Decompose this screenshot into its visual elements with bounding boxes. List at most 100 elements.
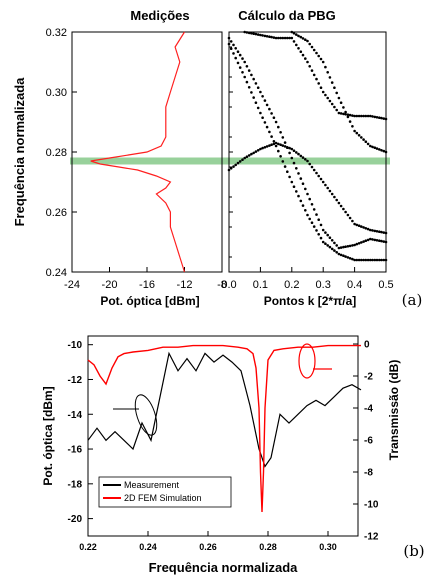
measurement-line (90, 31, 186, 273)
band-point (265, 145, 269, 148)
band-point (232, 52, 235, 55)
band-point (346, 113, 350, 116)
band-point (321, 90, 325, 94)
b-y2tick-label: -12 (364, 532, 379, 543)
band-point (330, 102, 334, 106)
band-point (364, 227, 368, 230)
band-point (351, 125, 354, 128)
a-right-xtick-label: 0.2 (284, 279, 299, 291)
band-point (342, 106, 345, 109)
band-point (250, 73, 253, 77)
panel-a: Medições Cálculo da PBG Frequência norma… (12, 8, 422, 309)
band-point (256, 149, 260, 152)
band-point (339, 253, 343, 257)
band-point (229, 167, 233, 170)
band-point (339, 112, 343, 115)
band-point (308, 197, 312, 201)
band-point (326, 233, 330, 237)
band-point (301, 37, 305, 40)
band-point (306, 39, 309, 43)
band-point (378, 148, 381, 151)
band-point (312, 73, 316, 77)
band-point (375, 258, 379, 262)
band-point (261, 116, 264, 119)
band-point (270, 35, 273, 39)
band-point (321, 180, 325, 184)
band-point (281, 136, 285, 139)
band-point (297, 34, 300, 38)
band-point (292, 149, 296, 152)
band-point (281, 36, 285, 40)
band-point (335, 198, 339, 202)
band-point (357, 224, 361, 227)
right-title: Cálculo da PBG (238, 8, 336, 23)
band-point (378, 116, 381, 119)
band-0 (227, 141, 388, 235)
band-point (306, 159, 309, 163)
band-point (330, 239, 334, 242)
band-point (373, 258, 377, 262)
band-point (366, 142, 370, 146)
band-point (324, 93, 327, 97)
band-point (259, 111, 262, 115)
b-ytick-label: -10 (68, 340, 83, 351)
band-point (238, 66, 242, 69)
band-point (299, 177, 303, 180)
a-right-xtick-label: 0.0 (221, 279, 236, 291)
band-point (301, 156, 305, 159)
band-point (319, 236, 323, 240)
band-point (360, 258, 363, 262)
band-point (259, 33, 262, 37)
band-point (384, 258, 388, 262)
band-point (357, 134, 361, 137)
band-point (369, 258, 372, 262)
band-point (335, 91, 339, 95)
band-point (328, 189, 332, 193)
band-point (375, 116, 379, 119)
band-point (295, 43, 298, 47)
band-point (360, 225, 363, 228)
band-point (306, 192, 309, 196)
band-point (342, 112, 345, 116)
band-point (348, 244, 352, 248)
b-y2tick-label: 0 (364, 340, 370, 351)
b-ytick-label: -16 (68, 445, 83, 456)
band-point (324, 65, 327, 69)
a-right-xlabel: Pontos k [2*π/a] (264, 294, 357, 308)
band-point (265, 125, 269, 129)
band-point (299, 50, 303, 53)
band-point (308, 65, 312, 68)
band-point (342, 254, 345, 257)
band-point (304, 209, 307, 212)
band-point (364, 140, 368, 143)
band-point (272, 36, 276, 39)
b-y2tick-label: -10 (364, 500, 379, 511)
band-point (330, 81, 334, 84)
b-ytick-label: -18 (68, 479, 83, 490)
band-point (333, 241, 336, 245)
a-right-ticks: 0.0 0.1 0.2 0.3 0.4 0.5 (221, 267, 394, 291)
band-point (270, 143, 273, 146)
band-point (297, 172, 300, 175)
band-3 (243, 30, 388, 121)
band-point (353, 114, 356, 118)
band-point (292, 40, 296, 43)
band-point (384, 117, 388, 121)
band-point (263, 146, 267, 149)
band-point (360, 136, 363, 139)
band-point (384, 231, 388, 235)
band-point (277, 36, 280, 40)
b-frame (87, 335, 359, 537)
band-point (324, 183, 327, 187)
band-point (268, 144, 271, 147)
band-point (268, 130, 271, 134)
band-point (364, 114, 368, 118)
band-point (317, 233, 321, 236)
band-point (366, 114, 370, 118)
band-point (247, 31, 251, 35)
band-point (241, 57, 244, 60)
band-point (335, 251, 339, 254)
band-point (380, 116, 383, 120)
band-point (342, 245, 345, 249)
band-point (286, 170, 289, 173)
